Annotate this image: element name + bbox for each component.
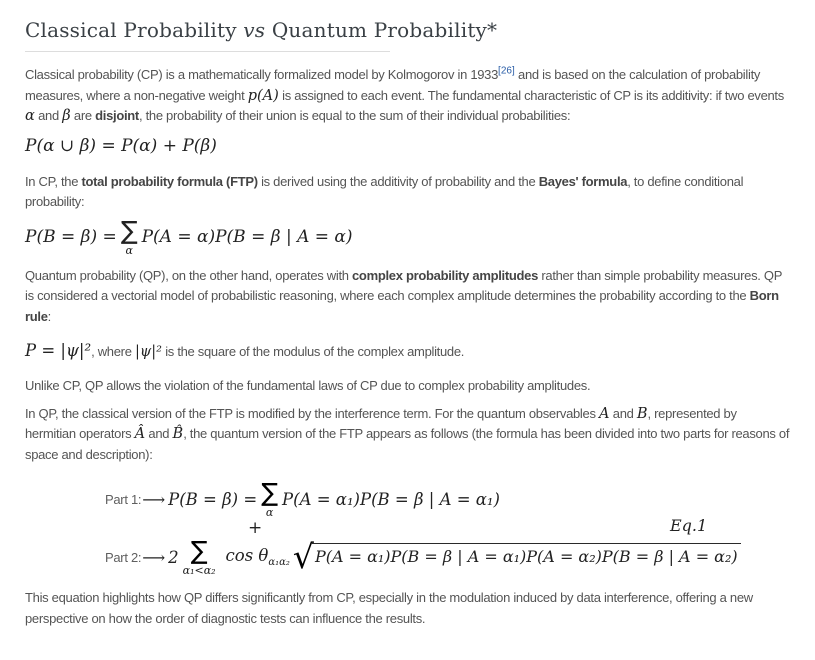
- part1-rhs: P(A = α₁)P(B = β | A = α₁): [282, 489, 500, 509]
- paragraph-conclusion: This equation highlights how QP differs …: [25, 590, 753, 626]
- radicand: P(A = α₁)P(B = β | A = α₁)P(A = α₂)P(B =…: [310, 542, 741, 566]
- paragraph-quantum-ftp-intro: In QP, the classical version of the FTP …: [25, 405, 790, 462]
- sigma-subscript: α: [125, 243, 133, 257]
- title-pre: Classical Probability: [25, 18, 244, 42]
- title-vs: vs: [243, 18, 266, 42]
- part1-lhs: P(B = β) =: [168, 489, 258, 509]
- cos-theta: cos θ: [225, 546, 269, 565]
- sigma-symbol: ∑: [120, 215, 138, 245]
- sum-operator: ∑ α₁<α₂: [183, 538, 216, 576]
- part1-label: Part 1:: [105, 491, 142, 507]
- cos-theta-subscript: α₁α₂: [268, 557, 290, 568]
- cosine-term: cos θα₁α₂: [226, 546, 290, 568]
- formula-additivity: P(α ∪ β) = P(α) + P(β): [25, 135, 217, 156]
- equation-block: Part 1: ⟶ P(B = β) = ∑ α P(A = α₁)P(B = …: [25, 480, 790, 576]
- part2-coefficient: 2: [168, 547, 179, 567]
- formula-born-rule: P = |ψ|², where |ψ|² is the square of th…: [25, 341, 465, 360]
- page-title: Classical Probability vs Quantum Probabi…: [25, 17, 790, 43]
- paragraph-classical-intro: Classical probability (CP) is a mathemat…: [25, 65, 784, 124]
- plus-operator: +: [248, 518, 263, 538]
- sigma-subscript: α₁<α₂: [182, 564, 216, 577]
- paragraph-quantum-intro: Quantum probability (QP), on the other h…: [25, 267, 782, 324]
- equation-part2: Part 2: ⟶ 2 ∑ α₁<α₂ cos θα₁α₂ √ P(A = α₁…: [105, 538, 790, 576]
- equation-number: Eq.1: [670, 516, 708, 535]
- paragraph-ftp-intro: In CP, the total probability formula (FT…: [25, 173, 744, 210]
- paragraph-violation: Unlike CP, QP allows the violation of th…: [25, 378, 591, 393]
- part2-label: Part 2:: [105, 549, 142, 565]
- sigma-symbol: ∑: [261, 478, 279, 507]
- sum-operator: ∑ α: [121, 218, 138, 256]
- article-content: Classical Probability vs Quantum Probabi…: [25, 17, 790, 626]
- long-arrow-icon: ⟶: [142, 489, 166, 509]
- long-arrow-icon: ⟶: [142, 547, 166, 567]
- sigma-symbol: ∑: [190, 536, 208, 565]
- citation-link-26[interactable]: [26]: [498, 65, 515, 77]
- formula-rhs: P(A = α)P(B = β | A = α): [141, 226, 353, 247]
- title-post: Quantum Probability*: [265, 18, 498, 42]
- radical-icon: √: [292, 536, 314, 576]
- sigma-subscript: α: [265, 506, 274, 519]
- title-divider: [25, 51, 390, 52]
- formula-lhs: P(B = β) =: [25, 226, 117, 247]
- sum-operator: ∑ α: [261, 480, 278, 518]
- equation-part1: Part 1: ⟶ P(B = β) = ∑ α P(A = α₁)P(B = …: [105, 480, 790, 518]
- square-root: √ P(A = α₁)P(B = β | A = α₁)P(A = α₂)P(B…: [292, 536, 741, 576]
- formula-classical-ftp: P(B = β) = ∑ α P(A = α)P(B = β | A = α): [25, 218, 790, 256]
